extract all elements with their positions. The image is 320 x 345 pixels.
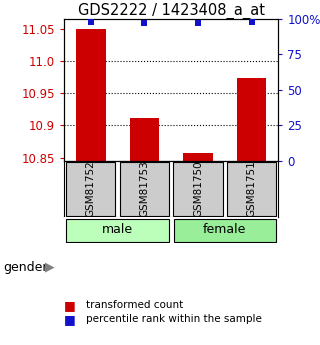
Text: GSM81753: GSM81753 [140,161,149,217]
Bar [173,162,223,216]
Bar [120,162,169,216]
Text: GSM81752: GSM81752 [86,161,96,217]
Bar [76,29,106,161]
Text: transformed count: transformed count [86,300,184,310]
Text: percentile rank within the sample: percentile rank within the sample [86,314,262,324]
Bar [183,153,213,161]
Text: ■: ■ [64,313,76,326]
Text: GSM81751: GSM81751 [247,161,257,217]
Text: ■: ■ [64,299,76,312]
Text: male: male [102,223,133,236]
Title: GDS2222 / 1423408_a_at: GDS2222 / 1423408_a_at [78,3,265,19]
Text: GSM81750: GSM81750 [193,161,203,217]
Bar [66,162,116,216]
Text: gender: gender [3,261,48,274]
Bar [174,219,276,242]
Bar [67,219,169,242]
Bar [227,162,276,216]
Text: female: female [203,223,246,236]
Bar [237,78,266,161]
Text: ▶: ▶ [45,261,54,274]
Bar [130,118,159,161]
